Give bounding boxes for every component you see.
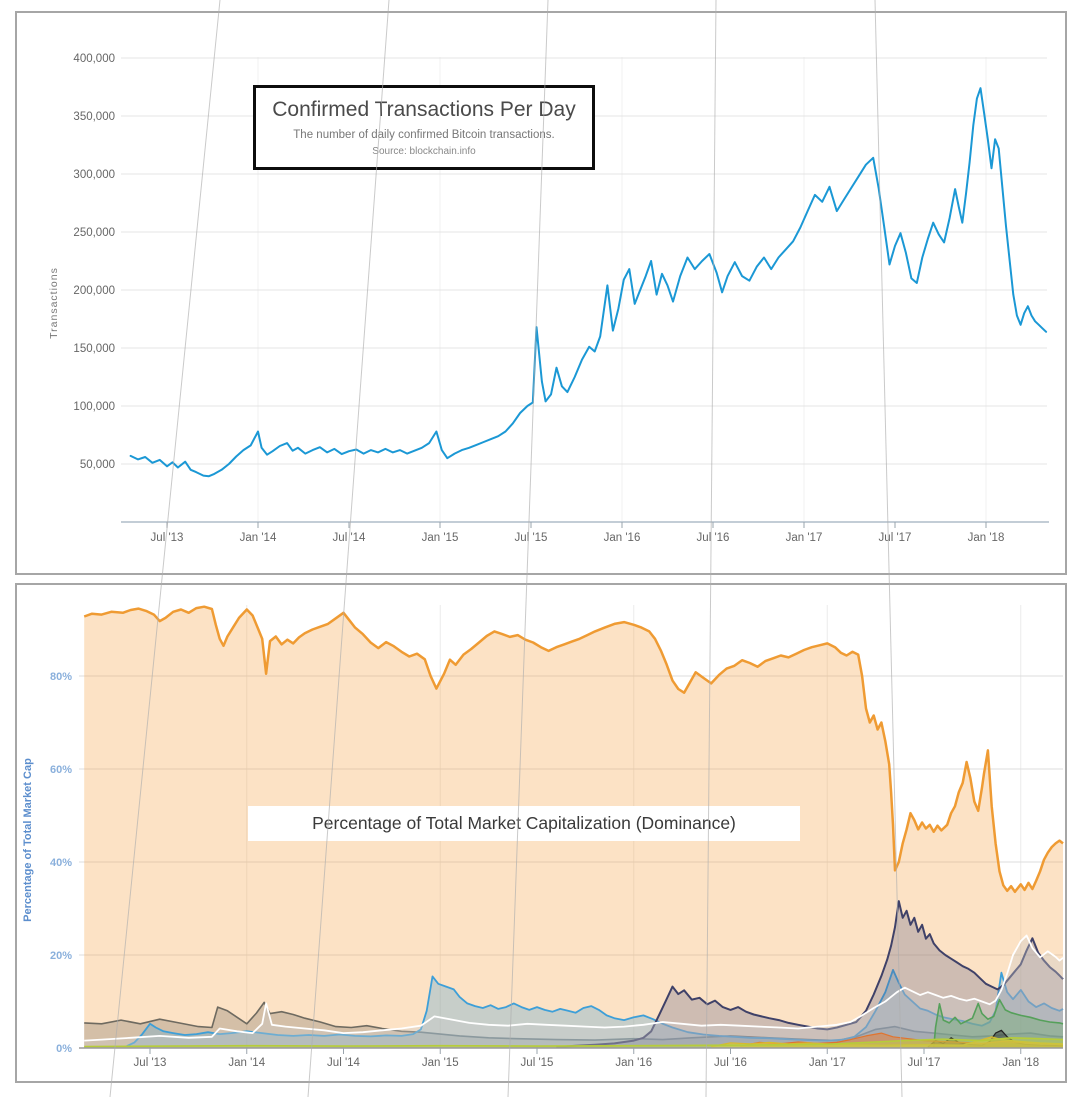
- x-tick-label: Jul '15: [515, 532, 548, 544]
- x-tick-label: Jul '14: [327, 1057, 360, 1069]
- y-tick-label: 100,000: [73, 401, 115, 413]
- x-tick-label: Jul '16: [714, 1057, 747, 1069]
- white-others-area: [84, 935, 1063, 1048]
- chart-title: Confirmed Transactions Per Day: [272, 98, 576, 121]
- x-tick-label: Jul '13: [151, 532, 184, 544]
- y-tick-label: 200,000: [73, 285, 115, 297]
- x-tick-label: Jan '14: [240, 532, 277, 544]
- x-tick-label: Jul '17: [879, 532, 912, 544]
- y-axis-title: Percentage of Total Market Cap: [22, 758, 34, 922]
- x-tick-label: Jan '17: [809, 1057, 846, 1069]
- x-tick-label: Jul '17: [908, 1057, 941, 1069]
- y-tick-label: 300,000: [73, 169, 115, 181]
- x-tick-label: Jul '14: [333, 532, 366, 544]
- y-tick-label: 80%: [50, 671, 72, 683]
- x-tick-label: Jan '16: [615, 1057, 652, 1069]
- transactions-chart-panel: 50,000 100,000 150,000 200,000 250,000 300,00…: [15, 11, 1067, 575]
- dominance-chart-title: Percentage of Total Market Capitalizatio…: [248, 806, 800, 841]
- y-tick-label: 50,000: [80, 459, 115, 471]
- bitcoin-orange-line: [83, 605, 1064, 894]
- chart-source: Source: blockchain.info: [372, 146, 476, 157]
- blue-ripple-like-line: [126, 968, 1064, 1047]
- y-tick-label: 60%: [50, 764, 72, 776]
- x-tick-label: Jan '15: [422, 1057, 459, 1069]
- navy-ethereum-like-area: [556, 901, 1063, 1048]
- white-others-line: [84, 934, 1064, 1042]
- lime-bottom-line-line: [84, 1036, 1064, 1048]
- dominance-chart-panel: 0% 20% 40% 60% 80% Jul '13 Jan '14 Jul '14 Jan '…: [15, 583, 1067, 1083]
- x-tick-label: Jan '18: [968, 532, 1005, 544]
- x-tick-label: Jan '16: [604, 532, 641, 544]
- transactions-line-series: [129, 87, 1048, 478]
- y-tick-label: 20%: [50, 950, 72, 962]
- x-tick-label: Jan '18: [1002, 1057, 1039, 1069]
- y-axis-title: Transactions: [48, 267, 60, 339]
- transactions-chart-title-box: Confirmed Transactions Per Day The numbe…: [253, 85, 595, 170]
- x-tick-label: Jan '14: [228, 1057, 265, 1069]
- x-tick-label: Jan '17: [786, 532, 823, 544]
- x-tick-label: Jul '15: [521, 1057, 554, 1069]
- x-tick-label: Jul '13: [134, 1057, 167, 1069]
- y-tick-label: 0%: [56, 1043, 72, 1055]
- lime-bottom-line-area: [84, 1037, 1063, 1048]
- y-tick-label: 400,000: [73, 53, 115, 65]
- y-tick-label: 40%: [50, 857, 72, 869]
- x-tick-label: Jan '15: [422, 532, 459, 544]
- y-tick-label: 250,000: [73, 227, 115, 239]
- chart-subtitle: The number of daily confirmed Bitcoin tr…: [293, 129, 555, 141]
- green-bcash-like-line: [932, 998, 1064, 1049]
- blue-ripple-like-area: [126, 969, 1064, 1048]
- green-bcash-like-area: [933, 999, 1063, 1048]
- y-tick-label: 350,000: [73, 111, 115, 123]
- y-tick-label: 150,000: [73, 343, 115, 355]
- x-tick-label: Jul '16: [697, 532, 730, 544]
